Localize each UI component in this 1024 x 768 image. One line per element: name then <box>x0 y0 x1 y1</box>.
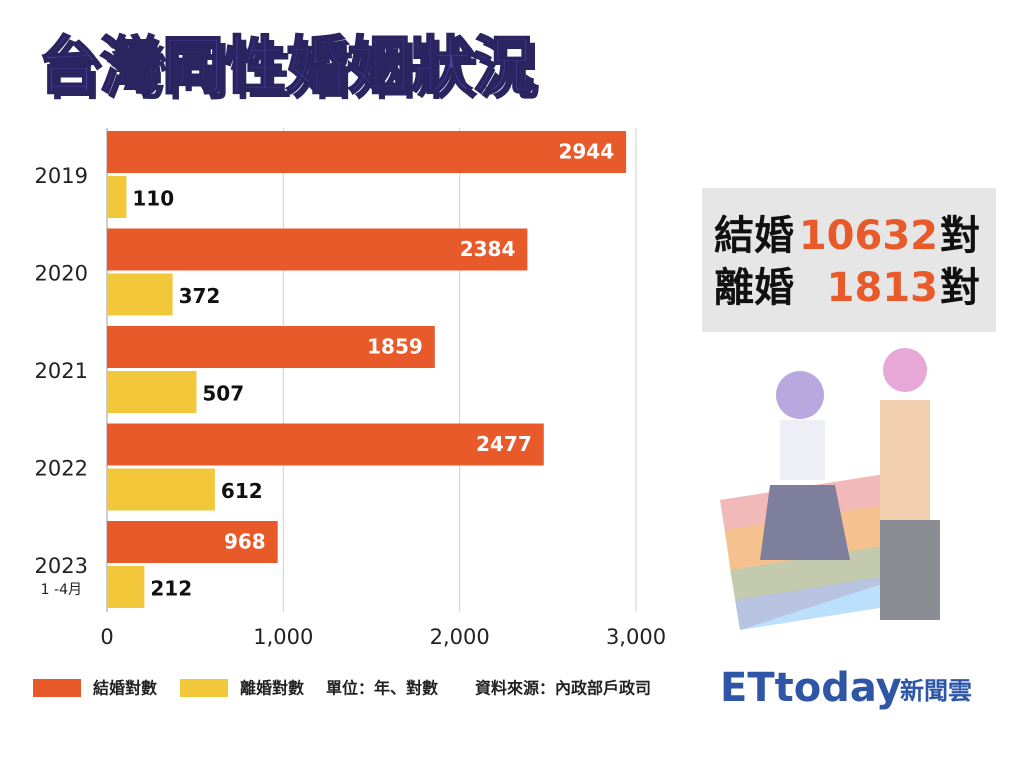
source-note: 資料來源：內政部戶政司 <box>475 679 651 698</box>
flag-stripe <box>730 540 925 600</box>
value-label: 507 <box>202 382 244 406</box>
value-label: 612 <box>221 479 263 503</box>
summary-unit: 對 <box>940 213 980 259</box>
logo-suffix: 新聞雲 <box>900 677 972 705</box>
value-label: 212 <box>150 577 192 601</box>
legend-swatch <box>33 679 81 697</box>
bar <box>107 423 544 466</box>
x-tick-label: 3,000 <box>606 625 666 649</box>
figure-legs <box>880 520 940 620</box>
y-tick-label: 2023 <box>35 554 88 578</box>
y-tick-label: 2021 <box>35 359 88 383</box>
x-tick-label: 1,000 <box>253 625 313 649</box>
summary-label: 結婚 <box>714 213 794 259</box>
bar <box>107 326 435 368</box>
summary-unit: 對 <box>940 265 980 311</box>
summary-value: 1813 <box>827 265 938 311</box>
category-note: 1 -4月 <box>41 582 82 598</box>
figure-body <box>780 420 825 480</box>
figure-skirt <box>760 485 850 560</box>
bar <box>107 176 127 218</box>
bar <box>107 468 215 511</box>
x-tick-label: 0 <box>100 625 113 649</box>
y-tick-label: 2022 <box>35 457 88 481</box>
value-label: 2384 <box>460 237 516 261</box>
summary-label: 離婚 <box>714 265 794 311</box>
x-tick-label: 2,000 <box>430 625 490 649</box>
value-label: 372 <box>179 284 221 308</box>
value-label: 1859 <box>367 335 423 359</box>
bar <box>107 228 528 271</box>
logo-brand: ETtoday <box>720 665 902 711</box>
value-label: 110 <box>132 187 174 211</box>
summary-box <box>702 188 996 332</box>
illustration <box>720 348 940 630</box>
figure-body <box>880 400 930 520</box>
bar <box>107 371 197 413</box>
chart-title: 台灣同性婚姻狀況 <box>38 29 534 102</box>
legend-label: 結婚對數 <box>93 679 157 698</box>
figure-head <box>883 348 927 392</box>
bar <box>107 131 627 173</box>
value-label: 2477 <box>476 432 532 456</box>
summary-value: 10632 <box>799 213 938 259</box>
figure-head <box>776 371 824 419</box>
value-label: 2944 <box>558 140 614 164</box>
title-shadow: 台灣同性婚姻狀況 <box>44 35 540 108</box>
bar <box>107 273 173 316</box>
legend-label: 離婚對數 <box>240 679 304 698</box>
y-tick-label: 2019 <box>35 164 88 188</box>
value-label: 968 <box>224 530 266 554</box>
bar <box>107 521 278 563</box>
bar <box>107 566 145 608</box>
unit-note: 單位：年、對數 <box>326 679 438 698</box>
y-tick-label: 2020 <box>35 262 88 286</box>
legend-swatch <box>180 679 228 697</box>
